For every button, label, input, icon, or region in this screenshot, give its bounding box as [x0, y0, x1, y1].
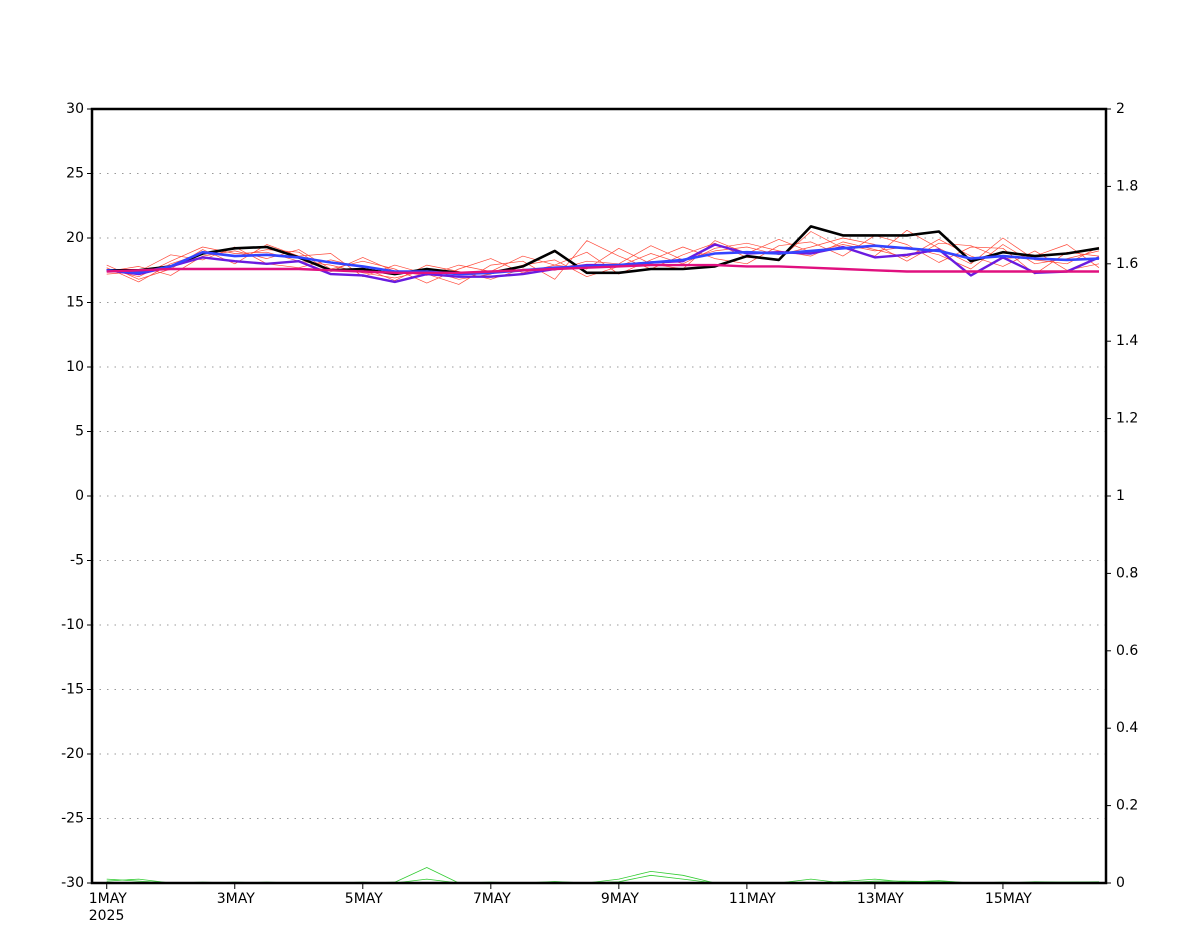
y2-tick-label: 1.2 [1116, 411, 1138, 427]
series-line [106, 871, 1100, 884]
y-tick-label: 20 [66, 230, 84, 246]
x-tick-label: 3MAY [217, 891, 255, 907]
series-line [106, 235, 1100, 284]
y2-tick-label: 0.2 [1116, 798, 1138, 814]
y-tick-label: 30 [66, 101, 84, 117]
x-tick-label: 15MAY [985, 891, 1032, 907]
series-line [106, 225, 1100, 276]
y2-tick-label: 0.4 [1116, 720, 1138, 736]
x-tick-label: 7MAY [473, 891, 511, 907]
y-tick-label: -5 [70, 553, 84, 569]
y2-tick-label: 0 [1116, 875, 1125, 891]
y-tick-label: -20 [61, 746, 84, 762]
y-tick-label: -25 [61, 811, 84, 827]
y2-tick-label: 2 [1116, 101, 1125, 117]
y-tick-label: 5 [75, 424, 84, 440]
y2-tick-label: 1.4 [1116, 333, 1138, 349]
y-tick-label: 25 [66, 166, 84, 182]
series-line [106, 263, 1099, 274]
x-year-label: 2025 [89, 908, 125, 924]
y-tick-label: 0 [75, 488, 84, 504]
series-line [106, 238, 1100, 283]
y2-tick-label: 1 [1116, 488, 1125, 504]
y2-tick-label: 0.6 [1116, 643, 1138, 659]
x-tick-label: 11MAY [729, 891, 776, 907]
x-tick-label: 1MAY [89, 891, 127, 907]
y-tick-label: 10 [66, 359, 84, 375]
series-line [106, 229, 1100, 285]
y2-tick-label: 1.6 [1116, 256, 1138, 272]
y-tick-label: -30 [61, 875, 84, 891]
y-tick-label: 15 [66, 295, 84, 311]
x-tick-label: 13MAY [857, 891, 904, 907]
plot-frame [90, 107, 1108, 885]
y2-tick-label: 0.8 [1116, 565, 1138, 581]
y2-tick-label: 1.8 [1116, 178, 1138, 194]
x-tick-label: 9MAY [601, 891, 639, 907]
series-line [106, 244, 1100, 276]
y-tick-label: -10 [61, 617, 84, 633]
x-tick-label: 5MAY [345, 891, 383, 907]
y-tick-label: -15 [61, 682, 84, 698]
